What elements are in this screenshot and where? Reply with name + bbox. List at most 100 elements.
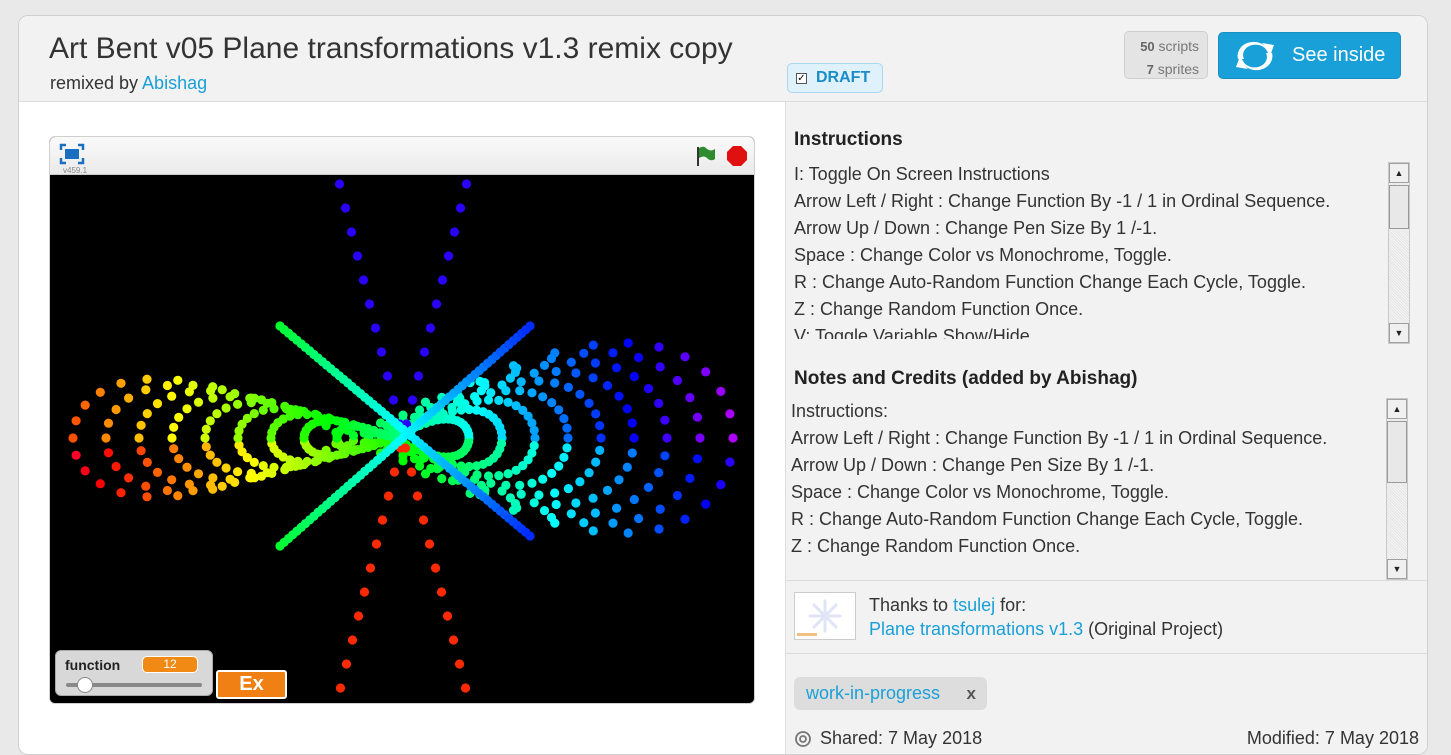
stage-dot <box>437 474 447 484</box>
stage-dot <box>501 480 511 490</box>
stage-dot <box>174 454 184 464</box>
stage-dot <box>464 404 474 415</box>
remix-credit-row: Thanks to tsulej for: Plane transformati… <box>786 580 1427 654</box>
stage-dot <box>347 635 358 645</box>
instructions-scrollbar[interactable]: ▲ ▼ <box>1388 162 1410 344</box>
tag-label[interactable]: work-in-progress <box>806 683 941 703</box>
scripts-count: 50 <box>1140 39 1155 54</box>
instructions-line: I: Toggle On Screen Instructions <box>794 164 1050 184</box>
original-author-link[interactable]: tsulej <box>953 595 996 615</box>
stage-dot <box>169 422 179 432</box>
stage-dot <box>249 457 259 467</box>
stage-dot <box>285 411 295 421</box>
stage-dot <box>529 425 539 435</box>
stage-dot <box>629 494 639 505</box>
original-project-link[interactable]: Plane transformations v1.3 <box>869 619 1084 639</box>
stage-dot <box>217 481 227 491</box>
stage-dot <box>627 448 637 458</box>
ex-sprite-button[interactable]: Ex <box>216 670 287 699</box>
stage-dot <box>425 323 436 333</box>
stage-dot <box>413 371 424 381</box>
stage-dot <box>596 433 606 443</box>
tag-remove-icon[interactable]: x <box>966 683 976 703</box>
project-header: Art Bent v05 Plane transformations v1.3 … <box>19 16 1427 102</box>
shared-icon <box>795 730 811 747</box>
stage-dot <box>281 462 291 472</box>
scroll-up-icon[interactable]: ▲ <box>1389 163 1409 183</box>
scroll-thumb[interactable] <box>1389 185 1409 229</box>
stage-dot <box>124 473 134 483</box>
stage-dot <box>352 251 363 261</box>
variable-monitor-function[interactable]: function 12 <box>55 650 213 696</box>
project-stage[interactable] <box>50 176 754 703</box>
tag-work-in-progress[interactable]: work-in-progress x <box>794 677 987 710</box>
stage-dot <box>654 524 664 534</box>
stage-dot <box>262 468 272 478</box>
stage-dot <box>476 480 486 490</box>
stage-dot <box>614 475 624 485</box>
draft-checkbox[interactable]: ✓ <box>796 72 807 84</box>
stage-dot <box>716 480 726 490</box>
stage-dot <box>71 450 81 460</box>
stage-dot <box>523 455 533 465</box>
stage-dot <box>575 389 585 399</box>
stage-dot <box>614 391 624 401</box>
scroll-down-icon[interactable]: ▼ <box>1387 559 1407 579</box>
remixer-link[interactable]: Abishag <box>142 73 208 93</box>
stage-dot <box>162 380 172 391</box>
stage-dot <box>200 433 210 443</box>
monitor-slider-track[interactable] <box>66 683 202 687</box>
stage-dot <box>318 416 328 426</box>
modified-date: Modified: 7 May 2018 <box>1246 728 1419 748</box>
stage-dot <box>546 512 557 523</box>
stage-dot <box>371 539 382 549</box>
green-flag-icon[interactable] <box>694 145 716 167</box>
notes-scrollbar[interactable]: ▲ ▼ <box>1386 398 1408 580</box>
stage-dot <box>464 429 474 439</box>
stop-icon[interactable] <box>726 145 748 167</box>
stage-canvas <box>68 179 738 693</box>
stage-dot <box>246 398 256 408</box>
project-title[interactable]: Art Bent v05 Plane transformations v1.3 … <box>49 32 733 65</box>
stage-dot <box>505 493 515 503</box>
stage-dot <box>523 411 533 421</box>
stage-dot <box>534 376 544 386</box>
see-inside-button[interactable]: See inside <box>1218 32 1401 79</box>
stage-dot <box>152 467 163 477</box>
notes-text[interactable]: Instructions: Arrow Left / Right : Change… <box>791 398 1411 564</box>
stage-dot <box>539 506 550 516</box>
stage-dot <box>460 683 471 693</box>
instructions-text[interactable]: I: Toggle On Screen Instructions Arrow Le… <box>794 161 1414 339</box>
stage-dot <box>486 388 496 398</box>
stage-dot <box>551 499 561 510</box>
scroll-thumb[interactable] <box>1387 421 1407 483</box>
monitor-slider-knob[interactable] <box>77 677 94 693</box>
scroll-down-icon[interactable]: ▼ <box>1389 323 1409 343</box>
original-project-thumbnail[interactable] <box>794 592 856 640</box>
stage-dot <box>111 404 121 415</box>
stage-dot <box>258 461 268 471</box>
stage-dot <box>725 409 735 419</box>
stage-dot <box>383 491 394 501</box>
stage-dot <box>334 179 345 189</box>
stage-dot <box>527 388 537 398</box>
stage-dot <box>116 378 126 388</box>
scroll-up-icon[interactable]: ▲ <box>1387 399 1407 419</box>
fullscreen-icon[interactable] <box>59 143 85 165</box>
stage-dot <box>660 451 670 461</box>
stage-dot <box>205 416 215 426</box>
stage-dot <box>341 659 352 669</box>
stage-dot <box>217 385 227 395</box>
instructions-line: Z : Change Random Function Once. <box>794 299 1084 319</box>
stage-dot <box>527 418 537 428</box>
stage-dot <box>377 515 388 525</box>
stage-dot <box>588 340 598 350</box>
stage-dot <box>302 456 312 467</box>
stage-dot <box>324 451 334 461</box>
stage-dot <box>212 457 222 467</box>
stage-dot <box>424 539 435 549</box>
draft-toggle[interactable]: ✓ DRAFT <box>787 63 883 93</box>
stage-dot <box>660 415 670 425</box>
stage-dot <box>472 470 482 480</box>
stage-dot <box>546 353 557 364</box>
